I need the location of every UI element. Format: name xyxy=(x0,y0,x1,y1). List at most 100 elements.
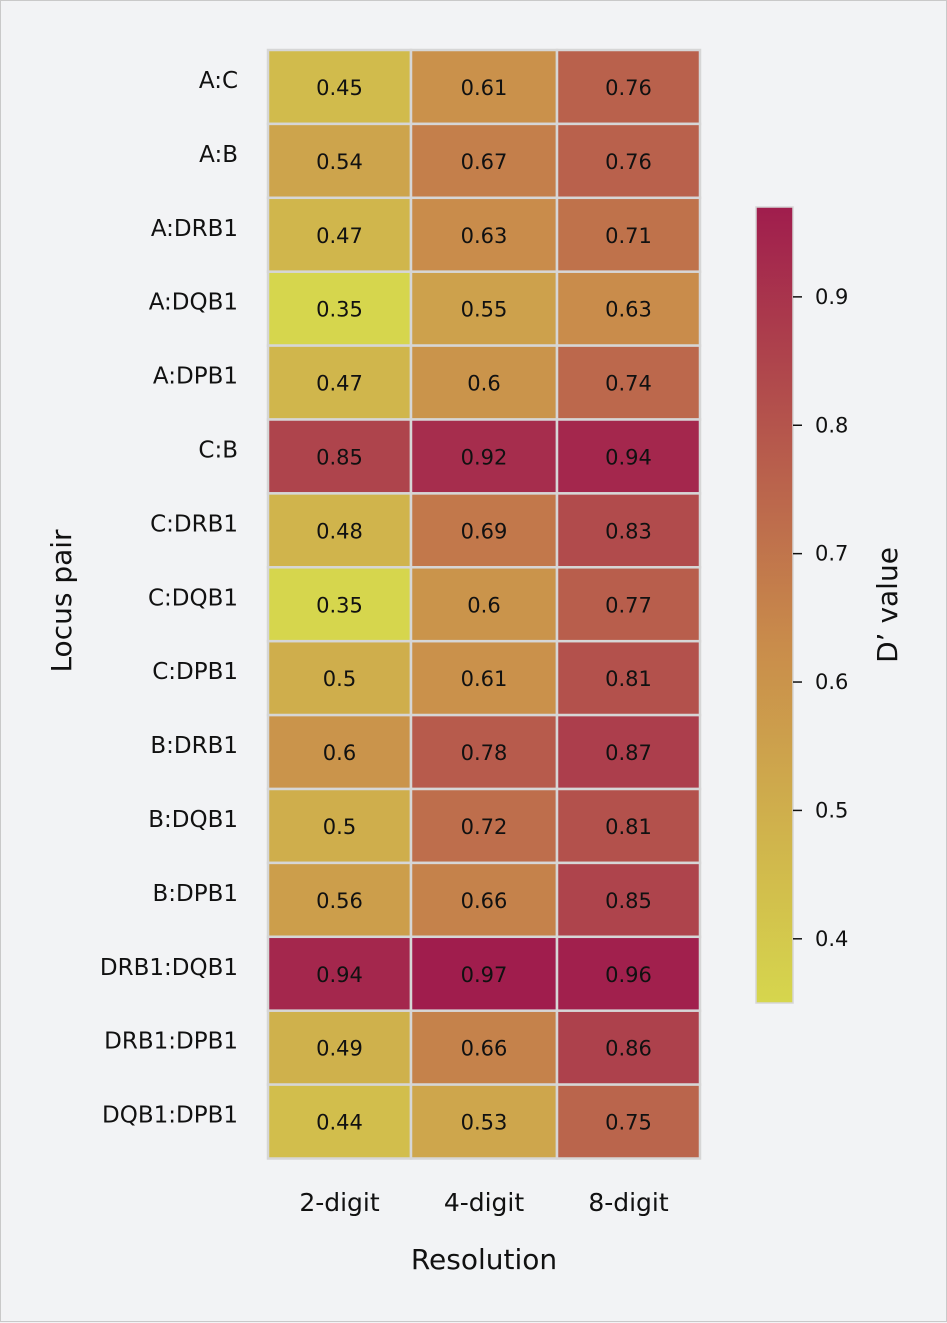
heatmap-cell xyxy=(266,1009,413,1086)
heatmap-cell xyxy=(266,418,413,495)
cell-value-label: 0.81 xyxy=(605,667,652,691)
cell-value-label: 0.54 xyxy=(316,150,363,174)
heatmap-cell xyxy=(555,639,702,717)
y-axis-title: Locus pair xyxy=(45,529,78,673)
column-label: 2-digit xyxy=(299,1188,380,1217)
cell-value-label: 0.35 xyxy=(316,298,363,322)
heatmap-cell xyxy=(555,418,702,495)
heatmap-cell xyxy=(555,270,702,347)
row-label: A:C xyxy=(199,68,238,94)
cell-value-label: 0.77 xyxy=(605,593,652,617)
cell-value-label: 0.47 xyxy=(316,224,363,248)
colorbar-tick-label: 0.6 xyxy=(815,670,848,694)
heatmap-cell xyxy=(555,1083,702,1160)
cell-value-label: 0.97 xyxy=(461,963,508,987)
heatmap-cells: 0.45 0.61 0.76 0.54 0.67 0.76 0.47 0.63 0.71 0.35… xyxy=(266,48,702,1160)
heatmap-cell xyxy=(266,48,413,126)
colorbar-tick-label: 0.7 xyxy=(815,542,848,566)
row-label: A:DRB1 xyxy=(151,216,238,242)
cell-value-label: 0.6 xyxy=(467,372,500,396)
cell-value-label: 0.83 xyxy=(605,519,652,543)
cell-value-label: 0.69 xyxy=(461,519,508,543)
row-label: B:DRB1 xyxy=(150,733,238,759)
cell-value-label: 0.45 xyxy=(316,76,363,100)
heatmap-cell xyxy=(555,122,702,200)
heatmap-cell xyxy=(555,713,702,791)
row-label: B:DPB1 xyxy=(152,881,238,907)
cell-value-label: 0.81 xyxy=(605,815,652,839)
cell-value-label: 0.48 xyxy=(316,519,363,543)
heatmap-cell xyxy=(266,270,413,347)
cell-value-label: 0.66 xyxy=(461,889,508,913)
heatmap-cell xyxy=(409,566,559,643)
cell-value-label: 0.76 xyxy=(605,76,652,100)
cell-value-label: 0.86 xyxy=(605,1037,652,1061)
cell-value-label: 0.35 xyxy=(316,593,363,617)
cell-value-label: 0.94 xyxy=(605,445,652,469)
row-label: DQB1:DPB1 xyxy=(102,1103,238,1129)
cell-value-label: 0.71 xyxy=(605,224,652,248)
x-axis-title: Resolution xyxy=(411,1243,557,1276)
row-label: DRB1:DQB1 xyxy=(100,955,238,981)
cell-value-label: 0.47 xyxy=(316,372,363,396)
colorbar-tick-label: 0.5 xyxy=(815,798,848,822)
heatmap-cell xyxy=(266,935,413,1012)
cell-value-label: 0.5 xyxy=(323,667,356,691)
cell-value-label: 0.61 xyxy=(461,76,508,100)
heatmap-cell xyxy=(555,935,702,1012)
row-label: A:DQB1 xyxy=(149,290,238,316)
row-label: B:DQB1 xyxy=(148,807,238,833)
cell-value-label: 0.85 xyxy=(605,889,652,913)
colorbar-ticks: 0.4 0.5 0.6 0.7 0.8 0.9 xyxy=(793,285,848,951)
heatmap-cell xyxy=(266,787,413,865)
column-label: 8-digit xyxy=(588,1188,669,1217)
heatmap-cell xyxy=(555,1009,702,1086)
heatmap-cell xyxy=(409,492,559,569)
cell-value-label: 0.85 xyxy=(316,445,363,469)
row-label: DRB1:DPB1 xyxy=(104,1029,238,1055)
cell-value-label: 0.94 xyxy=(316,963,363,987)
cell-value-label: 0.56 xyxy=(316,889,363,913)
cell-value-label: 0.67 xyxy=(461,150,508,174)
cell-value-label: 0.63 xyxy=(605,298,652,322)
cell-value-label: 0.44 xyxy=(316,1111,363,1135)
cell-value-label: 0.76 xyxy=(605,150,652,174)
row-label: C:DRB1 xyxy=(150,511,238,537)
cell-value-label: 0.75 xyxy=(605,1111,652,1135)
heatmap-cell xyxy=(409,713,559,791)
cell-value-label: 0.96 xyxy=(605,963,652,987)
row-label: C:DQB1 xyxy=(148,585,238,611)
cell-value-label: 0.63 xyxy=(461,224,508,248)
heatmap-cell xyxy=(266,566,413,643)
heatmap-cell xyxy=(555,492,702,569)
row-label: A:B xyxy=(199,142,238,168)
cell-value-label: 0.74 xyxy=(605,372,652,396)
row-label: A:DPB1 xyxy=(153,364,238,390)
cell-value-label: 0.92 xyxy=(461,445,508,469)
cell-value-label: 0.72 xyxy=(461,815,508,839)
heatmap-cell xyxy=(555,861,702,939)
heatmap-cell xyxy=(266,713,413,791)
row-label: C:DPB1 xyxy=(152,659,238,685)
column-labels: 2-digit 4-digit 8-digit xyxy=(299,1188,669,1217)
row-labels: A:C A:B A:DRB1 A:DQB1 A:DPB1 C:B C:DRB1 C:DQB1 C… xyxy=(100,68,238,1129)
cell-value-label: 0.5 xyxy=(323,815,356,839)
cell-value-label: 0.61 xyxy=(461,667,508,691)
cell-value-label: 0.6 xyxy=(323,741,356,765)
cell-value-label: 0.87 xyxy=(605,741,652,765)
heatmap-cell xyxy=(555,566,702,643)
heatmap-cell xyxy=(409,196,559,273)
cell-value-label: 0.6 xyxy=(467,593,500,617)
cell-value-label: 0.66 xyxy=(461,1037,508,1061)
row-label: C:B xyxy=(198,437,238,463)
column-label: 4-digit xyxy=(444,1188,525,1217)
heatmap-cell xyxy=(266,492,413,569)
cell-value-label: 0.53 xyxy=(461,1111,508,1135)
colorbar-tick-label: 0.4 xyxy=(815,927,848,951)
heatmap-cell xyxy=(555,787,702,865)
cell-value-label: 0.49 xyxy=(316,1037,363,1061)
heatmap-cell xyxy=(409,344,559,421)
cell-value-label: 0.55 xyxy=(461,298,508,322)
